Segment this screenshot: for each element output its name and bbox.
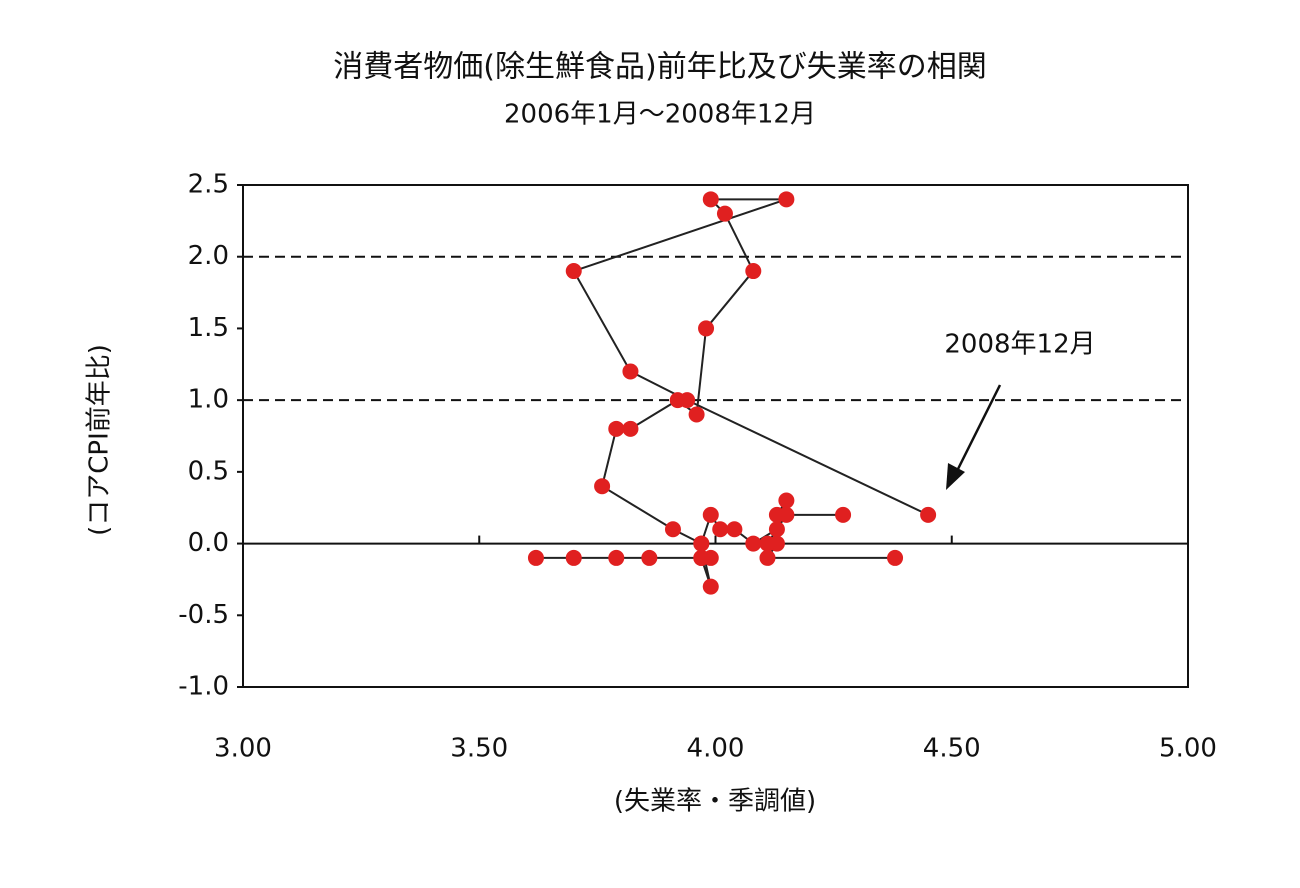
data-point [887,549,904,566]
y-tick-label: -1.0 [178,672,229,702]
data-point [702,506,719,523]
data-point [726,521,743,538]
x-axis-label: (失業率・季調値) [614,787,816,817]
data-point [835,506,852,523]
x-tick-label: 4.50 [923,734,981,764]
x-tick-label: 3.50 [450,734,508,764]
x-tick-label: 5.00 [1159,734,1217,764]
data-point [664,521,681,538]
y-tick-label: -0.5 [178,600,229,630]
data-point [778,492,795,509]
data-point [768,521,785,538]
data-point [565,549,582,566]
data-point [594,478,611,495]
data-point [745,263,762,280]
data-point [702,578,719,595]
data-point [698,320,715,337]
y-tick-label: 2.5 [188,170,229,200]
data-point [693,549,710,566]
data-point [622,363,639,380]
data-point [702,191,719,208]
data-point [527,549,544,566]
annotation: 2008年12月 [944,330,1095,360]
arrow-head [946,463,965,490]
y-tick-label: 2.0 [188,241,229,271]
data-point [768,506,785,523]
data-point [688,406,705,423]
y-tick-label: 0.5 [188,456,229,486]
chart-subtitle: 2006年1月～2008年12月 [504,100,816,130]
data-point [641,549,658,566]
data-point [693,535,710,552]
data-point [716,205,733,222]
y-tick-label: 1.5 [188,313,229,343]
data-point [622,420,639,437]
data-point [778,191,795,208]
y-tick-label: 1.0 [188,385,229,415]
plot-area [242,184,1189,688]
y-tick-label: 0.0 [188,528,229,558]
data-point [608,420,625,437]
chart-title: 消費者物価(除生鮮食品)前年比及び失業率の相関 [333,50,986,85]
x-tick-label: 3.00 [214,734,272,764]
data-point [712,521,729,538]
data-point [745,535,762,552]
data-point [759,549,776,566]
annotation-arrow [953,384,1002,476]
data-point [608,549,625,566]
data-point [679,392,696,409]
x-tick-label: 4.00 [687,734,745,764]
y-axis-label: (コアCPI前年比) [85,344,115,536]
data-point [565,263,582,280]
data-point [920,506,937,523]
data-point [759,535,776,552]
